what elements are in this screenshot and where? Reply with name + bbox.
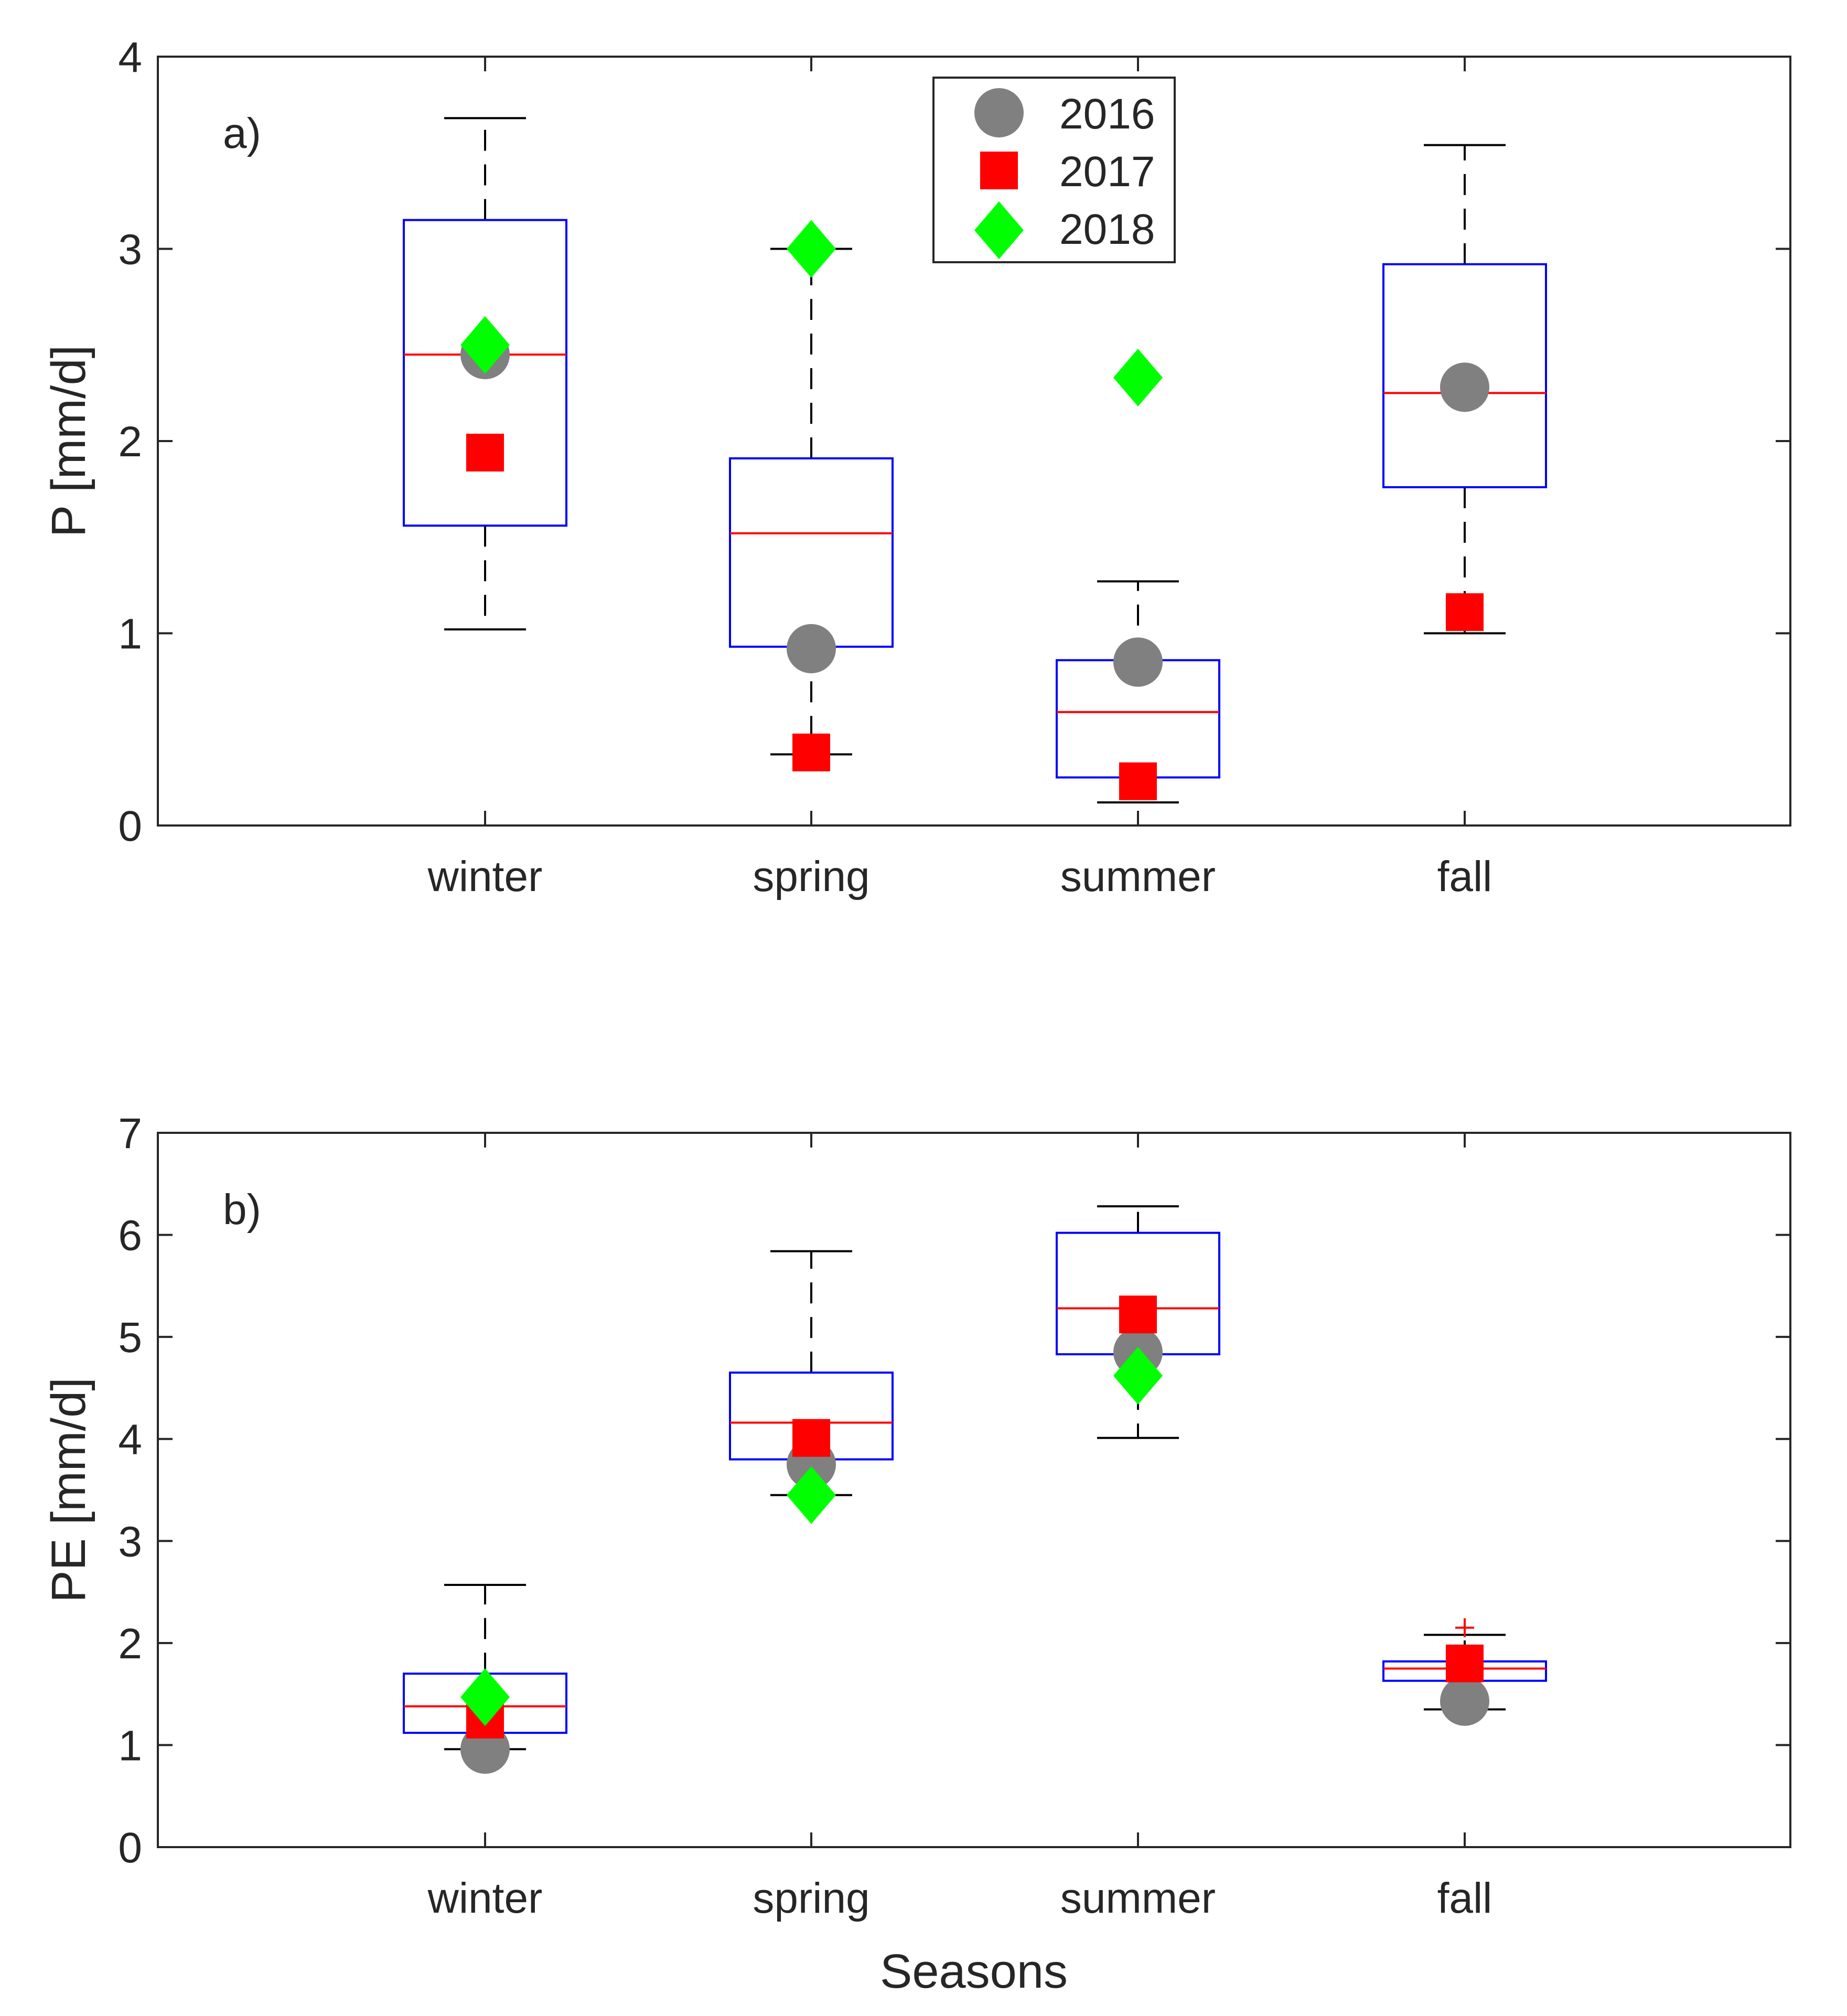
panel-a-xtick-label-summer: summer bbox=[1060, 853, 1216, 900]
panel-b-marker-2018-spring bbox=[787, 1466, 836, 1524]
panel-a-ytick-label: 2 bbox=[118, 418, 142, 466]
panel-b-xtick-label-fall: fall bbox=[1437, 1874, 1492, 1922]
panel-b-fall-outlier bbox=[1455, 1618, 1474, 1637]
panel-b-ytick-label: 4 bbox=[118, 1416, 142, 1464]
panel-b-plot-content: 0 1 2 3 4 5 6 7 winter spring summer fall bbox=[118, 1110, 1790, 1922]
panel-a-axes-frame bbox=[157, 56, 1791, 827]
legend-label-2017: 2017 bbox=[1059, 148, 1155, 196]
panel-b-potential-evaporation: 0 1 2 3 4 5 6 7 winter spring summer fall b) PE [mm… bbox=[42, 1110, 1791, 1922]
legend-box bbox=[932, 77, 1176, 263]
panel-a-fall-box bbox=[1382, 263, 1547, 488]
panel-b-ytick-label: 6 bbox=[118, 1212, 142, 1260]
panel-a-marker-2018-winter bbox=[460, 316, 510, 374]
legend-label-2018: 2018 bbox=[1059, 206, 1155, 253]
panel-a-ytick-label: 3 bbox=[118, 226, 142, 274]
panel-a-marker-2016-fall bbox=[1440, 362, 1489, 412]
panel-a-marker-2017-fall bbox=[1446, 593, 1484, 631]
legend-label-2016: 2016 bbox=[1059, 90, 1155, 138]
panel-a-marker-2017-summer bbox=[1119, 762, 1157, 800]
panel-b-axes-frame bbox=[157, 1132, 1791, 1848]
panel-b-xtick-label-winter: winter bbox=[427, 1874, 543, 1922]
panel-b-marker-2018-winter bbox=[460, 1668, 510, 1726]
panel-b-y-axis-label: PE [mm/d] bbox=[42, 1377, 95, 1602]
panel-a-ytick-label: 1 bbox=[118, 610, 142, 658]
panel-a-ytick-label: 0 bbox=[118, 802, 142, 850]
panel-a-marker-2017-spring bbox=[792, 733, 830, 771]
panel-a-xtick-label-spring: spring bbox=[753, 853, 869, 900]
panel-a-winter-box bbox=[403, 219, 567, 527]
panel-b-marker-2017-fall bbox=[1446, 1644, 1484, 1682]
panel-a-y-axis-label: P [mm/d] bbox=[42, 345, 95, 537]
panel-b-ytick-label: 5 bbox=[118, 1314, 142, 1361]
x-axis-label: Seasons bbox=[880, 1945, 1068, 1998]
panel-b-ytick-label: 2 bbox=[118, 1620, 142, 1668]
legend-marker-2017 bbox=[980, 152, 1018, 189]
panel-a-marker-2017-winter bbox=[466, 433, 504, 471]
panel-b-ytick-label: 3 bbox=[118, 1518, 142, 1565]
panel-b-marker-2018-summer bbox=[1113, 1347, 1163, 1405]
panel-b-marker-2017-spring bbox=[792, 1419, 830, 1457]
panel-a-xtick-label-fall: fall bbox=[1437, 853, 1492, 900]
legend-marker-2016 bbox=[974, 88, 1024, 137]
panel-b-ytick-label: 1 bbox=[118, 1722, 142, 1770]
panel-b-marker-2017-summer bbox=[1119, 1295, 1157, 1334]
panel-a-marker-2016-summer bbox=[1113, 637, 1163, 687]
panel-b-ytick-label: 0 bbox=[118, 1824, 142, 1872]
panel-b-ytick-label: 7 bbox=[118, 1110, 142, 1157]
panel-a-label: a) bbox=[223, 110, 261, 157]
panel-a-marker-2016-spring bbox=[787, 624, 836, 673]
panel-a-plot-content: 0 1 2 3 4 winter spring summer fall bbox=[118, 34, 1790, 900]
panel-b-label: b) bbox=[223, 1186, 261, 1234]
panel-a-xtick-label-winter: winter bbox=[427, 853, 543, 900]
panel-a-marker-2018-summer bbox=[1113, 349, 1163, 407]
panel-a-ytick-label: 4 bbox=[118, 34, 142, 81]
legend-marker-2018 bbox=[974, 201, 1024, 259]
panel-b-marker-2016-fall bbox=[1440, 1676, 1489, 1726]
panel-b-xtick-label-summer: summer bbox=[1060, 1874, 1216, 1922]
panel-b-xtick-label-spring: spring bbox=[753, 1874, 869, 1922]
legend: 2016 2017 2018 bbox=[932, 77, 1176, 263]
panel-a-marker-2018-spring bbox=[787, 220, 836, 278]
